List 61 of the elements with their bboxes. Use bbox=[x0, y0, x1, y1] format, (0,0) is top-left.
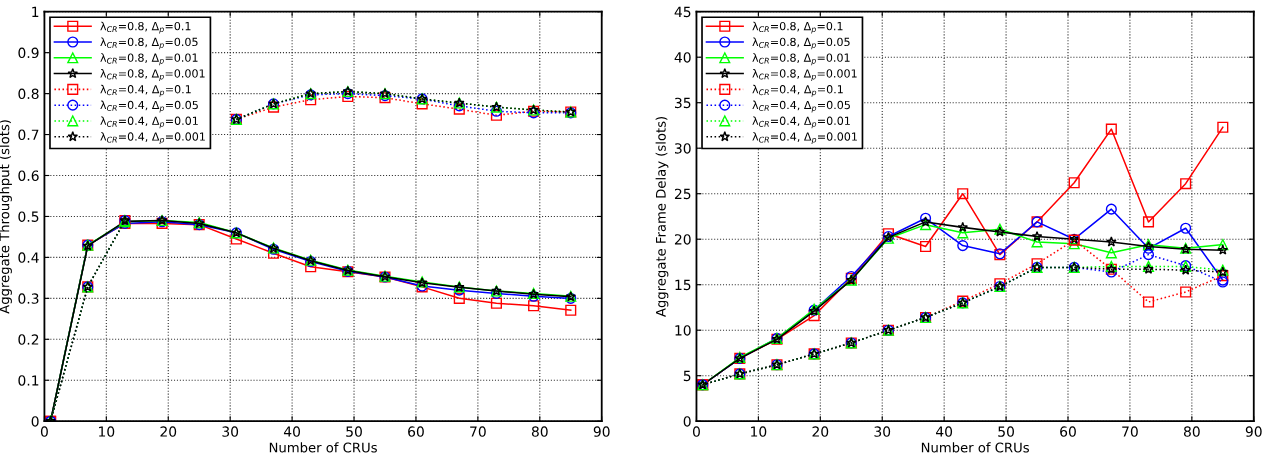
y-tick-label: 0 bbox=[683, 416, 691, 427]
x-tick-label: 80 bbox=[531, 426, 548, 437]
x-tick-label: 10 bbox=[751, 426, 767, 437]
legend-label: λ$_{CR}$=0.8, Δ$_{p}$=0.001 bbox=[100, 69, 205, 81]
y-tick-label: 20 bbox=[674, 234, 691, 245]
legend-label: λ$_{CR}$=0.8, Δ$_{p}$=0.1 bbox=[100, 21, 191, 34]
x-tick-label: 0 bbox=[692, 426, 700, 437]
legend-label: λ$_{CR}$=0.8, Δ$_{p}$=0.001 bbox=[752, 69, 857, 81]
y-tick-label: 0.3 bbox=[18, 293, 39, 304]
y-tick-label: 0.8 bbox=[18, 88, 39, 100]
legend-label: λ$_{CR}$=0.4, Δ$_{p}$=0.1 bbox=[752, 84, 843, 97]
y-tick-label: 0.5 bbox=[18, 211, 39, 222]
y-tick-label: 15 bbox=[675, 279, 691, 291]
x-tick-label: 60 bbox=[408, 426, 424, 437]
y-tick-label: 0.1 bbox=[18, 375, 39, 386]
y-tick-label: 35 bbox=[674, 97, 691, 109]
y-tick-label: 0.6 bbox=[18, 170, 39, 181]
x-tick-label: 60 bbox=[1060, 426, 1076, 437]
y-tick-label: 0.9 bbox=[18, 47, 39, 59]
x-tick-label: 40 bbox=[283, 426, 301, 437]
x-axis-title: Number of CRUs bbox=[921, 442, 1029, 453]
x-tick-label: 30 bbox=[874, 426, 891, 437]
x-tick-label: 20 bbox=[160, 426, 177, 437]
x-tick-label: 30 bbox=[222, 426, 239, 437]
y-tick-label: 0 bbox=[31, 416, 39, 427]
y-tick-label: 25 bbox=[674, 188, 691, 200]
x-tick-label: 50 bbox=[346, 426, 362, 437]
y-axis-title: Aggregate Throughput (slots) bbox=[0, 120, 12, 314]
y-tick-label: 0.4 bbox=[18, 252, 39, 263]
y-tick-label: 10 bbox=[675, 325, 691, 336]
legend-label: λ$_{CR}$=0.4, Δ$_{p}$=0.001 bbox=[100, 132, 205, 145]
legend-label: λ$_{CR}$=0.8, Δ$_{p}$=0.05 bbox=[100, 37, 198, 50]
y-tick-label: 0.2 bbox=[18, 334, 39, 345]
x-tick-label: 50 bbox=[998, 426, 1014, 437]
y-tick-label: 1 bbox=[32, 6, 39, 17]
y-tick-label: 45 bbox=[674, 6, 691, 18]
y-axis-title: Aggregate Frame Delay (slots) bbox=[655, 116, 669, 317]
x-tick-label: 80 bbox=[1183, 426, 1200, 437]
x-tick-label: 20 bbox=[812, 426, 829, 437]
x-tick-label: 70 bbox=[1122, 426, 1138, 437]
x-tick-label: 0 bbox=[40, 426, 48, 437]
y-tick-label: 30 bbox=[674, 143, 691, 154]
x-tick-label: 10 bbox=[99, 426, 115, 437]
y-tick-label: 0.7 bbox=[18, 129, 39, 141]
legend-label: λ$_{CR}$=0.4, Δ$_{p}$=0.01 bbox=[100, 116, 198, 129]
legend-label: λ$_{CR}$=0.4, Δ$_{p}$=0.05 bbox=[752, 100, 850, 113]
legend-label: λ$_{CR}$=0.8, Δ$_{p}$=0.01 bbox=[100, 53, 198, 66]
legend-label: λ$_{CR}$=0.8, Δ$_{p}$=0.1 bbox=[752, 21, 843, 34]
x-tick-label: 40 bbox=[936, 426, 953, 437]
legend-label: λ$_{CR}$=0.8, Δ$_{p}$=0.01 bbox=[752, 53, 850, 66]
legend-label: λ$_{CR}$=0.4, Δ$_{p}$=0.1 bbox=[100, 84, 191, 97]
x-tick-label: 70 bbox=[470, 426, 486, 437]
legend-label: λ$_{CR}$=0.4, Δ$_{p}$=0.05 bbox=[100, 100, 198, 113]
y-tick-label: 5 bbox=[683, 370, 691, 382]
x-tick-label: 90 bbox=[1245, 426, 1262, 437]
x-axis-title: Number of CRUs bbox=[269, 442, 377, 453]
y-tick-label: 40 bbox=[674, 52, 691, 63]
legend-label: λ$_{CR}$=0.4, Δ$_{p}$=0.01 bbox=[752, 116, 850, 129]
x-tick-label: 90 bbox=[593, 426, 610, 437]
legend-label: λ$_{CR}$=0.8, Δ$_{p}$=0.05 bbox=[752, 37, 850, 50]
legend-label: λ$_{CR}$=0.4, Δ$_{p}$=0.001 bbox=[752, 132, 857, 145]
